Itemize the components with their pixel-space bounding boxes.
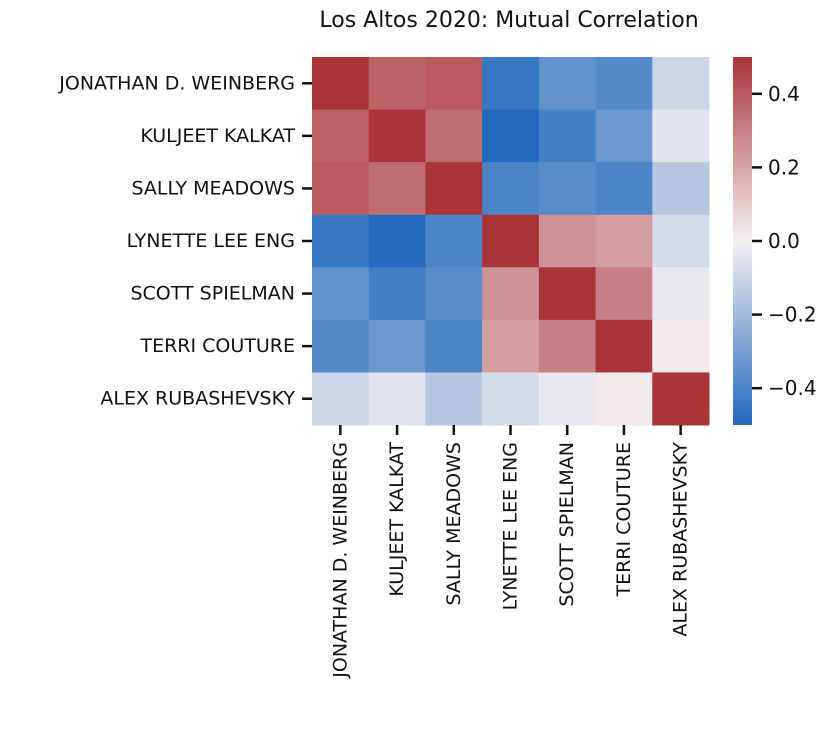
heatmap-cell-lynette-lee-eng--jonathan-d-weinberg — [312, 214, 370, 268]
heatmap-cell-alex-rubashevsky--terri-couture — [595, 372, 653, 426]
heatmap-cell-terri-couture--terri-couture — [595, 319, 653, 373]
heatmap-cell-scott-spielman--kuljeet-kalkat — [368, 267, 426, 321]
colorbar-tick-label: 0.2 — [768, 155, 800, 179]
row-axis: JONATHAN D. WEINBERG KULJEET KALKAT SALLY … — [58, 72, 312, 410]
column-tick-label: SALLY MEADOWS — [443, 442, 465, 606]
column-axis: JONATHAN D. WEINBERG KULJEET KALKAT SALLY … — [329, 425, 692, 679]
heatmap-cell-alex-rubashevsky--kuljeet-kalkat — [368, 372, 426, 426]
row-tick-label: TERRI COUTURE — [139, 335, 295, 357]
heatmap-cell-kuljeet-kalkat--lynette-lee-eng — [482, 109, 540, 163]
heatmap-cell-sally-meadows--jonathan-d-weinberg — [312, 162, 370, 216]
heatmap-cell-kuljeet-kalkat--alex-rubashevsky — [652, 109, 710, 163]
heatmap-cell-kuljeet-kalkat--kuljeet-kalkat — [368, 109, 426, 163]
column-tick-label: JONATHAN D. WEINBERG — [329, 442, 351, 679]
heatmap-cell-scott-spielman--terri-couture — [595, 267, 653, 321]
heatmap-cell-sally-meadows--kuljeet-kalkat — [368, 162, 426, 216]
heatmap-cell-alex-rubashevsky--jonathan-d-weinberg — [312, 372, 370, 426]
heatmap-cell-terri-couture--jonathan-d-weinberg — [312, 319, 370, 373]
row-tick-label: SALLY MEADOWS — [131, 177, 295, 199]
heatmap-cell-lynette-lee-eng--lynette-lee-eng — [482, 214, 540, 268]
column-tick-label: LYNETTE LEE ENG — [500, 442, 522, 610]
colorbar-tick-label: −0.4 — [768, 376, 817, 400]
heatmap-cell-lynette-lee-eng--scott-spielman — [538, 214, 597, 268]
row-tick-label: SCOTT SPIELMAN — [130, 283, 295, 305]
heatmap-cell-kuljeet-kalkat--scott-spielman — [538, 109, 597, 163]
heatmap-cell-jonathan-d-weinberg--terri-couture — [595, 57, 653, 111]
heatmap-cell-jonathan-d-weinberg--alex-rubashevsky — [652, 57, 710, 111]
colorbar — [733, 57, 752, 425]
heatmap-cell-scott-spielman--lynette-lee-eng — [482, 267, 540, 321]
heatmap-cell-terri-couture--sally-meadows — [425, 319, 483, 373]
heatmap-cell-terri-couture--kuljeet-kalkat — [368, 319, 426, 373]
heatmap-cell-jonathan-d-weinberg--jonathan-d-weinberg — [312, 57, 370, 111]
colorbar-tick-label: 0.0 — [768, 229, 800, 253]
colorbar-tick-label: −0.2 — [768, 303, 817, 327]
row-tick-label: KULJEET KALKAT — [140, 125, 295, 147]
heatmap-cell-kuljeet-kalkat--sally-meadows — [425, 109, 483, 163]
chart-title: Los Altos 2020: Mutual Correlation — [319, 8, 698, 33]
heatmap-cell-jonathan-d-weinberg--lynette-lee-eng — [482, 57, 540, 111]
heatmap-cell-alex-rubashevsky--scott-spielman — [538, 372, 597, 426]
heatmap-cell-jonathan-d-weinberg--kuljeet-kalkat — [368, 57, 426, 111]
heatmap-cell-scott-spielman--scott-spielman — [538, 267, 597, 321]
heatmap-cell-terri-couture--scott-spielman — [538, 319, 597, 373]
heatmap-cell-lynette-lee-eng--sally-meadows — [425, 214, 483, 268]
heatmap-cell-kuljeet-kalkat--terri-couture — [595, 109, 653, 163]
heatmap-cell-kuljeet-kalkat--jonathan-d-weinberg — [312, 109, 370, 163]
heatmap-cell-alex-rubashevsky--alex-rubashevsky — [652, 372, 710, 426]
heatmap-cell-sally-meadows--lynette-lee-eng — [482, 162, 540, 216]
heatmap-cell-jonathan-d-weinberg--scott-spielman — [538, 57, 597, 111]
colorbar-tick-label: 0.4 — [768, 82, 800, 106]
heatmap-cell-lynette-lee-eng--terri-couture — [595, 214, 653, 268]
heatmap-cells — [312, 57, 710, 426]
heatmap-cell-scott-spielman--alex-rubashevsky — [652, 267, 710, 321]
row-tick-label: JONATHAN D. WEINBERG — [58, 72, 295, 94]
column-tick-label: TERRI COUTURE — [613, 442, 635, 598]
column-tick-label: SCOTT SPIELMAN — [556, 442, 578, 607]
heatmap-cell-terri-couture--alex-rubashevsky — [652, 319, 710, 373]
column-tick-label: KULJEET KALKAT — [386, 442, 408, 597]
heatmap-cell-terri-couture--lynette-lee-eng — [482, 319, 540, 373]
heatmap-cell-alex-rubashevsky--lynette-lee-eng — [482, 372, 540, 426]
heatmap-cell-jonathan-d-weinberg--sally-meadows — [425, 57, 483, 111]
column-tick-label: ALEX RUBASHEVSKY — [670, 442, 692, 637]
heatmap-cell-alex-rubashevsky--sally-meadows — [425, 372, 483, 426]
heatmap-cell-lynette-lee-eng--alex-rubashevsky — [652, 214, 710, 268]
heatmap-cell-sally-meadows--terri-couture — [595, 162, 653, 216]
heatmap-cell-scott-spielman--jonathan-d-weinberg — [312, 267, 370, 321]
heatmap-cell-sally-meadows--alex-rubashevsky — [652, 162, 710, 216]
heatmap-cell-scott-spielman--sally-meadows — [425, 267, 483, 321]
heatmap-cell-sally-meadows--scott-spielman — [538, 162, 597, 216]
colorbar-ticks: 0.4 0.2 0.0 −0.2 −0.4 — [752, 82, 817, 400]
row-tick-label: ALEX RUBASHEVSKY — [100, 388, 295, 410]
heatmap-cell-lynette-lee-eng--kuljeet-kalkat — [368, 214, 426, 268]
heatmap-cell-sally-meadows--sally-meadows — [425, 162, 483, 216]
row-tick-label: LYNETTE LEE ENG — [127, 230, 295, 252]
